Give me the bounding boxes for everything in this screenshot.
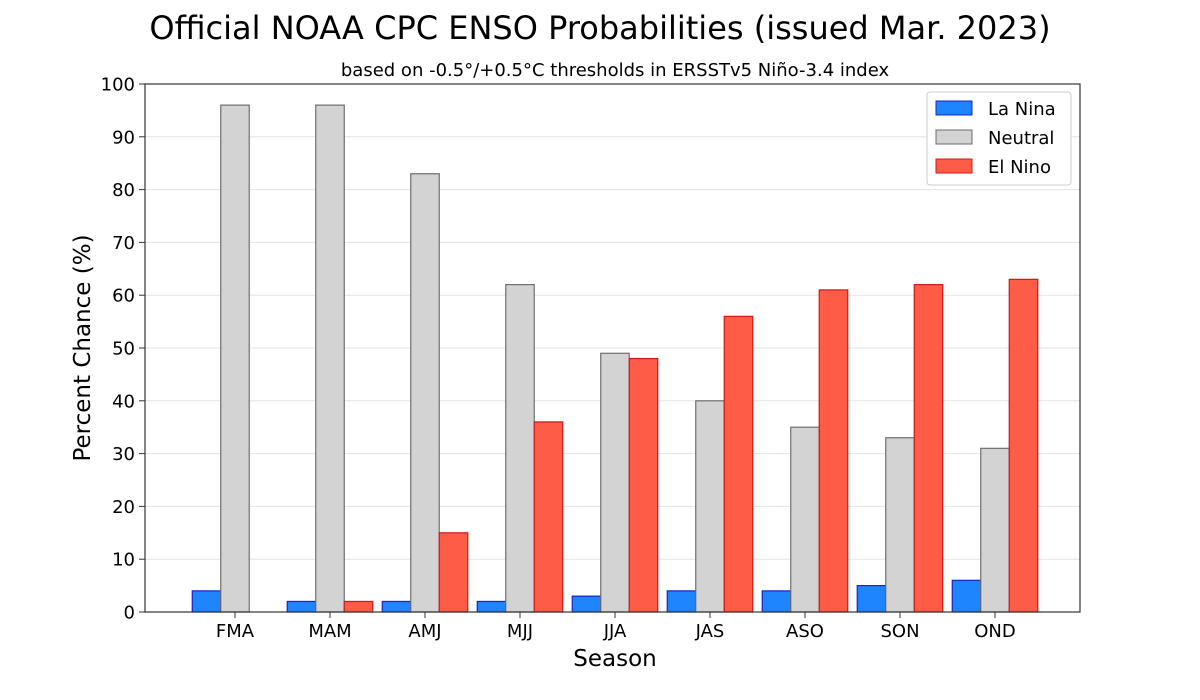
legend-swatch-el-nino (935, 158, 973, 174)
y-tick-label-0: 0 (124, 603, 135, 624)
y-tick-label-60: 60 (112, 286, 135, 307)
y-tick-label-90: 90 (112, 127, 135, 148)
y-tick-label-40: 40 (112, 391, 135, 412)
bar-el-nino-jja (628, 357, 659, 613)
chart-subtitle: based on -0.5°/+0.5°C thresholds in ERSS… (341, 60, 890, 81)
bar-la-nina-ond (951, 579, 982, 613)
bar-el-nino-mam (343, 600, 374, 613)
y-axis-label: Percent Chance (%) (70, 234, 96, 461)
y-tick-label-10: 10 (112, 550, 135, 571)
x-tick-label-fma: FMA (216, 621, 255, 642)
bar-neutral-mjj (505, 284, 535, 613)
bar-neutral-ond (980, 447, 1010, 613)
y-tick-label-50: 50 (112, 339, 135, 360)
x-axis-ticks: FMA MAM AMJ MJJ JJA JAS ASO SON OND (216, 612, 1016, 642)
bars (191, 104, 1039, 613)
bar-neutral-jas (695, 400, 725, 613)
x-tick-label-aso: ASO (786, 621, 824, 642)
y-tick-label-30: 30 (112, 444, 135, 465)
legend-label-el-nino: El Nino (988, 157, 1051, 178)
x-tick-label-amj: AMJ (408, 621, 441, 642)
x-tick-label-ond: OND (974, 621, 1016, 642)
y-tick-label-100: 100 (101, 75, 135, 96)
bar-neutral-aso (790, 426, 820, 613)
x-tick-label-jas: JAS (695, 621, 725, 642)
bar-la-nina-jas (666, 590, 697, 613)
bar-la-nina-mjj (476, 600, 507, 613)
bar-neutral-amj (410, 173, 440, 613)
legend-label-neutral: Neutral (988, 128, 1054, 149)
bar-neutral-fma (220, 104, 250, 613)
x-tick-label-jja: JJA (603, 621, 627, 642)
bar-el-nino-aso (818, 289, 849, 613)
y-axis-ticks: 0 10 20 30 40 50 60 70 80 90 100 (101, 75, 145, 624)
bar-neutral-jja (600, 352, 630, 613)
bar-la-nina-mam (286, 600, 317, 613)
bar-el-nino-son (913, 284, 944, 613)
y-tick-label-70: 70 (112, 233, 135, 254)
x-tick-label-mjj: MJJ (507, 621, 533, 642)
x-tick-label-son: SON (880, 621, 919, 642)
bar-el-nino-mjj (533, 421, 564, 613)
x-tick-label-mam: MAM (308, 621, 351, 642)
bar-neutral-mam (315, 104, 345, 613)
bar-la-nina-son (856, 584, 887, 613)
bar-neutral-son (885, 437, 915, 613)
bar-la-nina-fma (191, 590, 222, 613)
bar-el-nino-amj (438, 532, 469, 613)
y-tick-label-80: 80 (112, 180, 135, 201)
legend-swatch-neutral (935, 129, 973, 145)
x-axis-label: Season (573, 646, 656, 672)
legend-label-la-nina: La Nina (988, 99, 1056, 120)
legend: La Nina Neutral El Nino (926, 91, 1072, 186)
chart-title: Official NOAA CPC ENSO Probabilities (is… (149, 9, 1050, 47)
bar-el-nino-jas (723, 315, 754, 613)
bar-la-nina-aso (761, 590, 792, 613)
bar-el-nino-ond (1008, 278, 1039, 613)
bar-la-nina-amj (381, 600, 412, 613)
y-tick-label-20: 20 (112, 497, 135, 518)
bar-la-nina-jja (571, 595, 602, 613)
legend-swatch-la-nina (935, 100, 973, 116)
